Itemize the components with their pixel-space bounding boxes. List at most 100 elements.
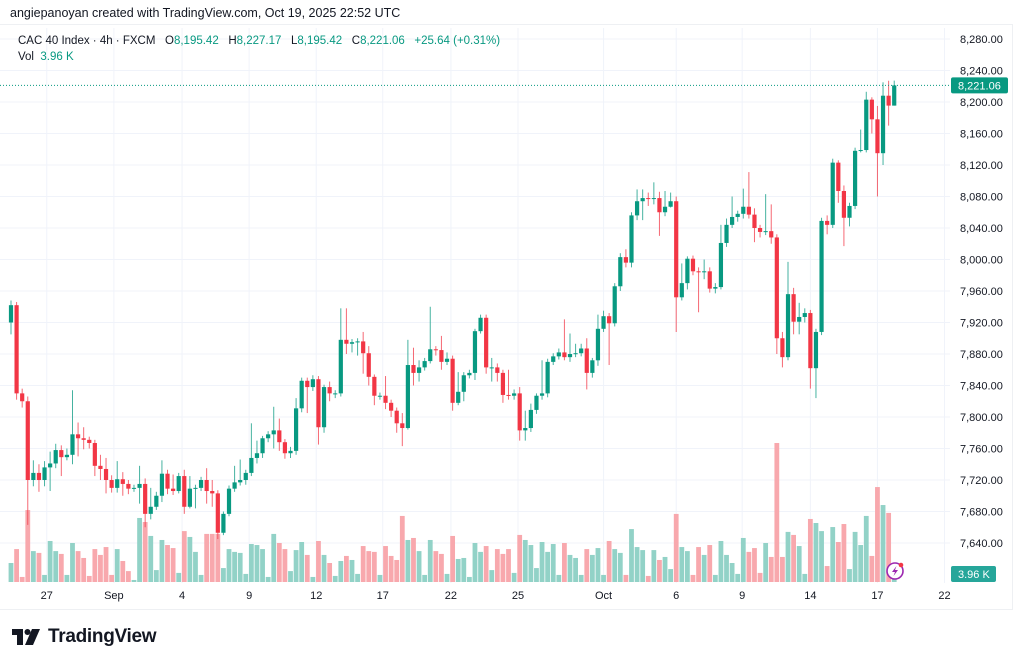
price-tick-label: 7,800.00: [960, 412, 1003, 424]
tradingview-brand[interactable]: TradingView: [48, 626, 157, 647]
volume-bar: [422, 574, 428, 582]
volume-bar: [679, 547, 685, 582]
candle: [243, 469, 248, 485]
candle: [506, 369, 511, 400]
volume-bar: [724, 554, 729, 582]
candle-body: [601, 316, 606, 329]
candle: [517, 387, 522, 441]
candle-body: [349, 342, 355, 344]
candle-body: [221, 513, 226, 533]
candle-body: [361, 341, 366, 354]
candle-body: [545, 361, 550, 394]
volume-bar: [455, 558, 461, 582]
candle: [579, 343, 584, 357]
candle: [584, 338, 589, 390]
candle-body: [372, 376, 377, 396]
candle: [797, 302, 802, 335]
time-tick-label: 22: [445, 590, 457, 602]
candle-body: [439, 350, 444, 362]
candle: [310, 375, 315, 392]
candle: [372, 374, 377, 406]
candle-body: [590, 360, 595, 373]
volume-bars: [8, 443, 897, 582]
candle: [651, 182, 656, 205]
candle: [383, 376, 388, 410]
high-label: H: [228, 35, 237, 47]
volume-bar: [729, 563, 735, 582]
price-tick-label: 7,640.00: [960, 538, 1003, 550]
candle-body: [741, 206, 746, 214]
price-tick-label: 7,760.00: [960, 444, 1003, 456]
lightning-icon[interactable]: [886, 562, 904, 580]
price-tick-label: 8,200.00: [960, 97, 1003, 109]
volume-bar: [221, 568, 226, 582]
candle-body: [506, 394, 511, 396]
candle: [612, 283, 617, 327]
volume-bar: [254, 545, 260, 582]
candle: [14, 302, 19, 400]
volume-bar: [623, 574, 629, 582]
candle-body: [383, 395, 388, 403]
candle-body: [70, 434, 75, 455]
candle-body: [271, 430, 276, 435]
time-tick-label: 14: [804, 590, 816, 602]
candle-body: [746, 206, 751, 215]
candle: [467, 369, 472, 379]
candle-body: [321, 387, 327, 428]
candle-body: [254, 453, 260, 458]
candle: [171, 474, 176, 495]
volume-bar: [427, 539, 433, 582]
volume-bar: [193, 551, 198, 582]
volume-value: 3.96 K: [40, 51, 74, 63]
candle-body: [198, 480, 204, 488]
symbol-title[interactable]: CAC 40 Index · 4h · FXCM: [18, 35, 156, 47]
volume-bar: [740, 537, 746, 582]
volume-bar: [394, 559, 400, 582]
candle: [439, 335, 444, 370]
candle: [539, 360, 545, 400]
candle-body: [20, 393, 25, 402]
candle: [892, 80, 897, 106]
volume-bar: [802, 573, 808, 582]
candle-body: [512, 393, 517, 396]
volume-bar: [360, 546, 366, 582]
volume-bar: [198, 574, 204, 582]
time-tick-label: 6: [673, 590, 679, 602]
candle: [36, 464, 42, 492]
candle-body: [8, 305, 14, 323]
candle: [355, 338, 360, 356]
candle: [389, 399, 394, 417]
volume-bar: [886, 512, 892, 582]
candle-body: [215, 493, 220, 533]
candle-body: [171, 488, 176, 492]
candle-body: [299, 380, 304, 409]
candle: [193, 484, 198, 509]
candle: [852, 147, 858, 210]
candle: [752, 208, 757, 243]
price-tick-label: 7,960.00: [960, 286, 1003, 298]
volume-bar: [30, 551, 36, 582]
volume-bar: [19, 576, 25, 582]
candle-body: [864, 99, 869, 151]
candle: [316, 376, 321, 445]
volume-bar: [349, 559, 355, 582]
candle-body: [523, 428, 528, 431]
candle: [53, 443, 58, 469]
candle: [780, 331, 785, 368]
low-label: L: [290, 35, 298, 47]
time-tick-label: 9: [246, 590, 252, 602]
candle: [607, 313, 612, 366]
candle-body: [618, 257, 623, 287]
volume-bar: [260, 549, 265, 582]
volume-bar: [148, 535, 154, 582]
close-label: C: [351, 35, 361, 47]
volume-label: Vol: [18, 51, 34, 63]
volume-bar: [573, 557, 578, 582]
candle: [433, 346, 438, 356]
candle-body: [567, 354, 573, 358]
candle-body: [495, 367, 500, 373]
candle-body: [500, 372, 506, 395]
candlestick-chart[interactable]: 7,640.00 7,680.00 7,720.00 7,760.00 7,800.00…: [0, 0, 1024, 612]
volume-bar: [539, 542, 545, 582]
candle-body: [31, 472, 36, 480]
